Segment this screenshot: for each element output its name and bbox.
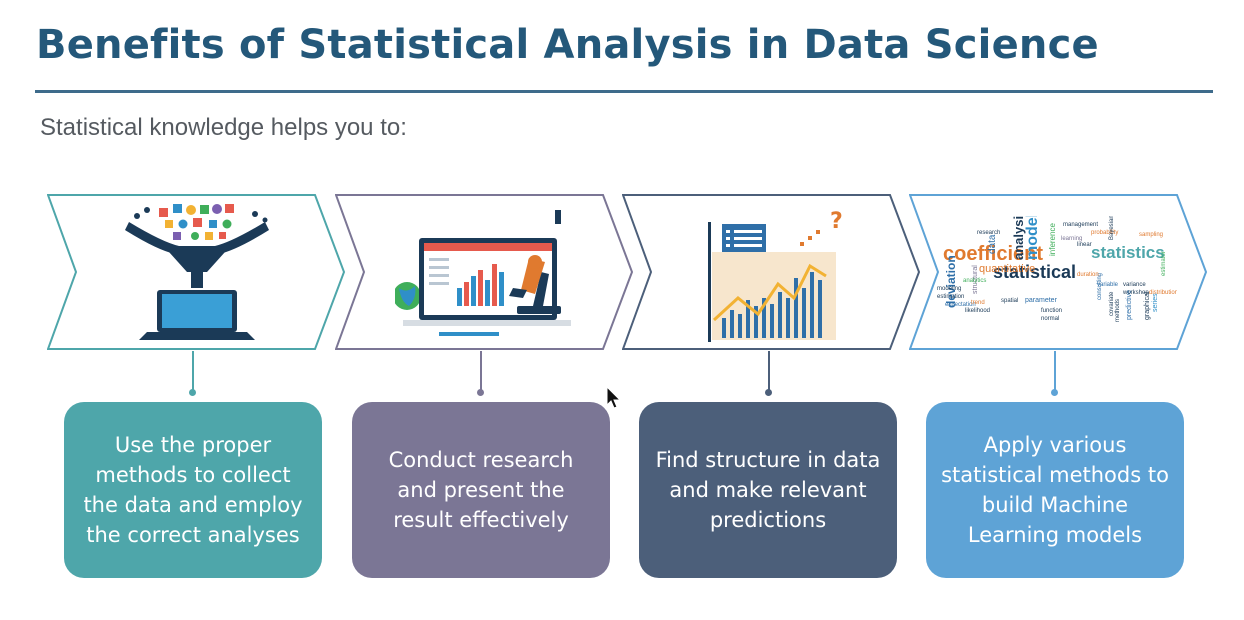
step-4-box: Apply various statistical methods to bui…: [926, 402, 1184, 578]
word-cloud-word: research: [977, 230, 1000, 236]
step-4-chevron: research coefficient data analysis models inf…: [909, 194, 1209, 350]
step-4-connector: [1054, 351, 1056, 393]
word-cloud-word: learning: [1061, 236, 1082, 242]
word-cloud-word: coefficient: [943, 243, 1043, 265]
subtitle: Statistical knowledge helps you to:: [40, 114, 407, 141]
step-1-box: Use the proper methods to collect the da…: [64, 402, 322, 578]
word-cloud-word: normal: [1041, 316, 1059, 322]
step-4-text: Apply various statistical methods to bui…: [941, 433, 1169, 547]
step-3-text: Find structure in data and make relevant…: [655, 448, 881, 532]
step-2-text: Conduct research and present the result …: [388, 448, 574, 532]
title-underline: [35, 90, 1213, 93]
word-cloud-word: variable: [1097, 282, 1119, 288]
word-cloud-word: structural: [972, 265, 979, 294]
step-3-box: Find structure in data and make relevant…: [639, 402, 897, 578]
word-cloud-word: Bayesian: [1109, 216, 1115, 240]
word-cloud-word: expectation: [945, 302, 976, 308]
step-3-connector-dot: [765, 389, 772, 396]
word-cloud-word: methods: [1115, 299, 1121, 322]
monitor-microscope-icon: [395, 210, 571, 336]
word-cloud-word: linear: [1077, 242, 1092, 248]
word-cloud-word: likelihood: [965, 308, 990, 314]
word-cloud-word: inference: [1048, 223, 1057, 256]
word-cloud-word: parameter: [1025, 297, 1058, 304]
step-3-connector: [768, 351, 770, 393]
word-cloud-word: spatial: [1001, 298, 1018, 304]
step-2-connector: [480, 351, 482, 393]
word-cloud-word: analytics: [963, 278, 986, 284]
word-cloud-word: analysis: [1011, 216, 1026, 260]
word-cloud-word: distribution: [1149, 290, 1177, 296]
word-cloud-word: predictive: [1126, 290, 1133, 320]
svg-text:?: ?: [830, 209, 843, 234]
step-4-connector-dot: [1051, 389, 1058, 396]
funnel-laptop-icon: [125, 204, 269, 340]
word-cloud-word: variance: [1123, 282, 1146, 288]
step-1-chevron: [47, 194, 347, 350]
step-2-connector-dot: [477, 389, 484, 396]
step-1-connector-dot: [189, 389, 196, 396]
word-cloud-word: consulting: [1097, 273, 1103, 300]
step-2-box: Conduct research and present the result …: [352, 402, 610, 578]
step-3-chevron: ?: [622, 194, 922, 350]
bar-chart-question-icon: ?: [708, 209, 843, 342]
word-cloud-word: models: [1024, 216, 1041, 260]
mouse-pointer-icon: [606, 386, 622, 409]
word-cloud-word: function: [1041, 308, 1062, 314]
word-cloud-word: workshop: [1122, 290, 1149, 296]
word-cloud-word: sampling: [1139, 232, 1163, 238]
word-cloud-word: statistical: [993, 262, 1076, 282]
word-cloud-word: statistics: [1091, 243, 1165, 262]
word-cloud-word: series: [1152, 293, 1159, 312]
word-cloud-word: quantitative: [979, 263, 1035, 275]
chevron-outline: [909, 194, 1208, 350]
step-2-chevron: [335, 194, 635, 350]
step-1-connector: [192, 351, 194, 393]
word-cloud-word: modeling: [937, 286, 961, 292]
page-title: Benefits of Statistical Analysis in Data…: [36, 22, 1099, 68]
word-cloud-word: estimation: [937, 294, 964, 300]
word-cloud-word: trend: [971, 300, 985, 306]
word-cloud-word: deviation: [944, 255, 958, 308]
word-cloud-word: covariate: [1109, 291, 1115, 316]
word-cloud-word: estimator: [1161, 251, 1167, 276]
word-cloud-word: probability: [1091, 230, 1118, 236]
step-1-text: Use the proper methods to collect the da…: [83, 433, 303, 547]
word-cloud-word: graphical: [1144, 291, 1151, 320]
word-cloud-word: data: [987, 234, 998, 254]
word-cloud-word: management: [1063, 222, 1098, 228]
word-cloud-word: duration: [1077, 272, 1099, 278]
